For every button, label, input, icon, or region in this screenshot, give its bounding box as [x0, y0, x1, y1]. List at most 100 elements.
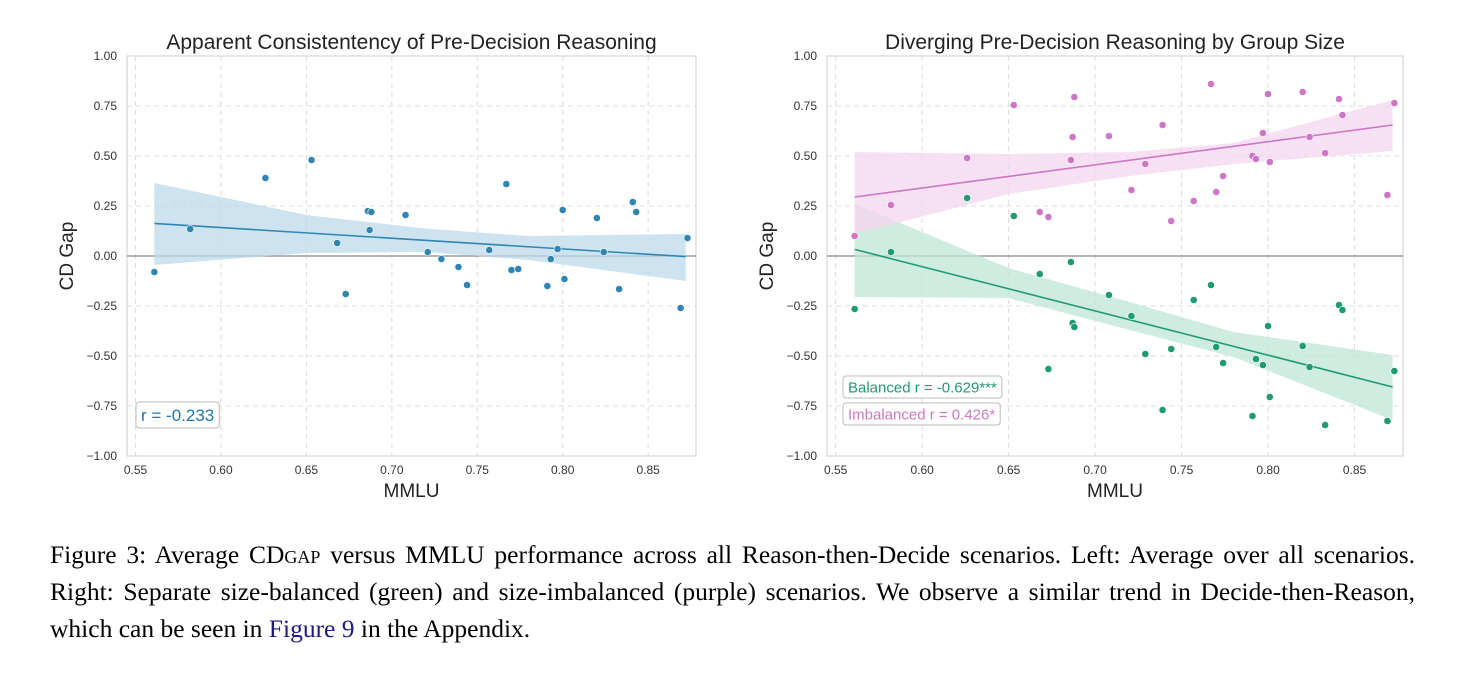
data-point	[963, 194, 972, 202]
data-point	[1070, 93, 1079, 101]
data-point	[333, 239, 342, 247]
data-point	[1009, 212, 1018, 220]
data-point	[1212, 343, 1221, 351]
data-point	[1044, 365, 1053, 373]
x-tick-label: 0.55	[124, 463, 148, 477]
x-axis-label: MMLU	[384, 481, 440, 502]
annotation-box	[842, 375, 1003, 399]
data-point	[1390, 99, 1399, 107]
regression-line	[854, 248, 1393, 388]
y-tick-label: 0.50	[94, 149, 118, 163]
figure-9-link[interactable]: Figure 9	[268, 614, 355, 643]
data-point	[1158, 406, 1167, 414]
data-point	[1321, 421, 1330, 429]
data-point	[1207, 80, 1215, 88]
data-point	[553, 245, 562, 253]
x-tick-label: 0.55	[824, 463, 848, 477]
data-point	[186, 225, 195, 233]
data-point	[1207, 281, 1215, 289]
chart-right: 1.00 0.75 0.50 0.25 0.00 −0.25 −0.50 −0.75 −1.00…	[757, 31, 1404, 502]
data-point	[1158, 121, 1167, 129]
regression-line	[154, 222, 686, 258]
data-point	[546, 255, 555, 263]
x-tick-label: 0.80	[1256, 463, 1280, 477]
caption-body: versus MMLU performance across all Reaso…	[50, 540, 1415, 643]
y-axis-label: CD Gap	[57, 222, 78, 291]
data-point	[628, 198, 637, 206]
y-tick-label: −0.50	[87, 349, 118, 363]
x-tick-label: 0.70	[380, 463, 404, 477]
data-point	[1105, 291, 1113, 299]
data-point	[887, 248, 895, 256]
data-point	[850, 232, 859, 240]
y-tick-label: −1.00	[787, 449, 818, 463]
data-point	[1167, 217, 1176, 225]
data-point	[887, 201, 895, 209]
data-point	[1338, 111, 1347, 119]
y-tick-label: 0.50	[794, 149, 818, 163]
confidence-band	[854, 204, 1393, 420]
data-point	[1141, 160, 1150, 168]
caption-lead: Figure 3: Average CD	[50, 540, 285, 569]
data-point	[1338, 306, 1347, 314]
data-point	[341, 290, 350, 298]
data-point	[365, 226, 374, 234]
data-point	[485, 246, 494, 254]
data-point	[1298, 88, 1307, 96]
data-point	[463, 281, 471, 289]
data-point	[850, 305, 859, 313]
chart-left: 1.00 0.75 0.50 0.25 0.00 −0.25 −0.50 −0.75 −1.00…	[57, 31, 697, 502]
y-tick-label: 0.75	[94, 99, 118, 113]
data-point	[1035, 270, 1044, 278]
data-point	[1070, 323, 1079, 331]
data-point	[1390, 367, 1399, 375]
data-point	[1248, 412, 1257, 420]
data-point	[507, 266, 516, 274]
y-tick-label: 1.00	[94, 49, 118, 63]
data-point	[543, 282, 552, 290]
data-point	[437, 255, 446, 263]
data-point	[1265, 393, 1274, 401]
data-point	[963, 154, 972, 162]
data-point	[1305, 363, 1314, 371]
data-point	[502, 180, 511, 188]
chart-title: Diverging Pre-Decision Reasoning by Grou…	[885, 31, 1345, 54]
figure-3-charts: 1.00 0.75 0.50 0.25 0.00 −0.25 −0.50 −0.75 −1.00…	[57, 31, 1404, 502]
data-point	[1066, 258, 1075, 266]
correlation-label: r = -0.233	[141, 406, 214, 425]
data-point	[1009, 101, 1018, 109]
data-point	[514, 265, 523, 273]
data-point	[1068, 133, 1077, 141]
data-point	[1127, 312, 1136, 320]
y-tick-label: −1.00	[87, 449, 118, 463]
data-point	[1219, 172, 1228, 180]
data-point	[423, 248, 432, 256]
correlation-label: Balanced r = -0.629***	[848, 379, 997, 396]
data-point	[615, 285, 624, 293]
x-tick-label: 0.70	[1083, 463, 1107, 477]
data-point	[1383, 417, 1392, 425]
confidence-band	[854, 100, 1393, 234]
annotation-box	[135, 401, 220, 429]
data-point	[632, 208, 641, 216]
data-point	[1383, 191, 1392, 199]
x-axis-label: MMLU	[1087, 481, 1143, 502]
data-point	[1252, 355, 1260, 363]
x-tick-label: 0.75	[1170, 463, 1194, 477]
y-tick-label: 0.75	[794, 99, 818, 113]
data-point	[1189, 296, 1198, 304]
caption-cdgap-smallcaps: gap	[284, 540, 321, 569]
data-point	[1258, 361, 1267, 369]
correlation-label: Imbalanced r = 0.426*	[848, 406, 995, 423]
data-point	[1305, 133, 1314, 141]
data-point	[1264, 322, 1272, 330]
x-tick-label: 0.60	[910, 463, 934, 477]
y-axis-label: CD Gap	[757, 222, 778, 291]
data-point	[1321, 149, 1330, 157]
x-tick-label: 0.75	[466, 463, 490, 477]
y-tick-label: 0.00	[94, 249, 118, 263]
data-point	[1066, 156, 1075, 164]
data-point	[1252, 155, 1260, 163]
y-tick-label: −0.25	[787, 299, 818, 313]
data-point	[558, 206, 567, 214]
